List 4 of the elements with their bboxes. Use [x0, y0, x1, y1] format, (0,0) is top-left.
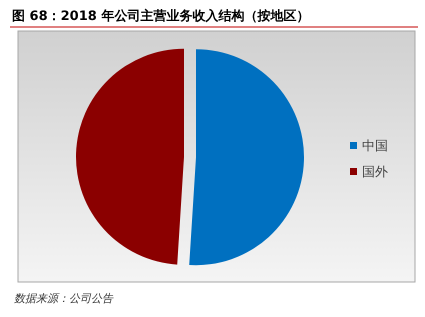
source-note: 数据来源：公司公告	[14, 292, 114, 305]
chart-title: 图 68：2018 年公司主营业务收入结构（按地区）	[12, 8, 310, 24]
legend-label: 国外	[362, 165, 388, 180]
legend-label: 中国	[362, 139, 388, 154]
